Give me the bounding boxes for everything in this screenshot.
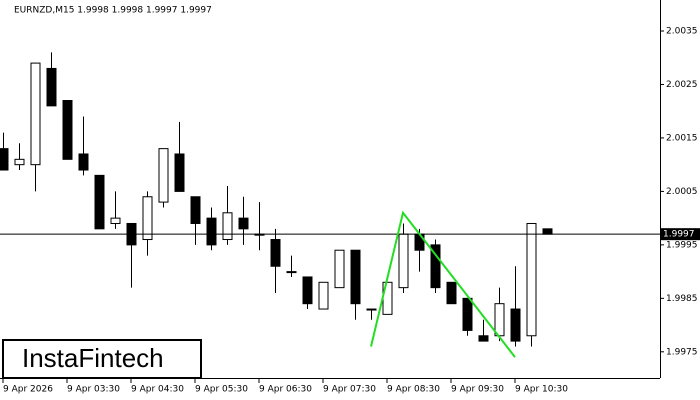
candle-body	[334, 249, 345, 289]
candle-body	[446, 281, 457, 305]
candle-body	[30, 62, 41, 166]
pattern-line	[370, 210, 516, 358]
candle-body	[366, 308, 377, 311]
candle-body	[430, 244, 441, 289]
chart-title: EURNZD,M15 1.9998 1.9998 1.9997 1.9997	[14, 6, 212, 16]
x-tick-label: 9 Apr 04:30	[131, 385, 184, 395]
candle-body	[286, 271, 297, 274]
candle-body	[318, 281, 329, 310]
y-tick-label: 1.9975	[666, 347, 698, 357]
candle-body	[0, 148, 9, 171]
x-tick-label: 9 Apr 10:30	[515, 385, 568, 395]
candle-body	[142, 196, 153, 241]
y-tick-label: 2.0015	[666, 133, 698, 143]
candle-body	[158, 148, 169, 203]
plot	[0, 52, 660, 358]
x-tick-label: 9 Apr 2026	[3, 385, 53, 395]
candle-body	[494, 303, 505, 337]
candle-body	[302, 276, 313, 305]
x-tick-label: 9 Apr 05:30	[195, 385, 248, 395]
y-tick-label: 1.9995	[666, 240, 698, 250]
candle-body	[14, 158, 25, 166]
candle-body	[78, 153, 89, 171]
candle-body	[174, 153, 185, 192]
candle-body	[526, 222, 537, 337]
logo-box	[2, 339, 202, 379]
candle-body	[110, 217, 121, 224]
price-label-box	[661, 228, 700, 241]
candle-body	[46, 67, 57, 107]
candle-body	[94, 174, 105, 230]
candle-body	[206, 217, 217, 246]
x-tick-label: 9 Apr 08:30	[387, 385, 440, 395]
y-tick-label: 2.0005	[666, 187, 698, 197]
candle-body	[62, 100, 73, 160]
candle-body	[270, 239, 281, 267]
x-tick-label: 9 Apr 09:30	[451, 385, 504, 395]
candle-body	[238, 217, 249, 230]
y-tick-label: 2.0035	[666, 27, 698, 37]
x-tick-label: 9 Apr 06:30	[259, 385, 312, 395]
y-tick-label: 2.0025	[666, 80, 698, 90]
candle-body	[350, 249, 361, 305]
candle-body	[478, 335, 489, 342]
candle-body	[398, 233, 409, 289]
candle-body	[190, 196, 201, 224]
candle-body	[510, 308, 521, 342]
x-tick-label: 9 Apr 07:30	[323, 385, 376, 395]
candle-body	[542, 228, 553, 235]
price-label: 1.9997	[663, 230, 695, 240]
x-tick-label: 9 Apr 03:30	[67, 385, 120, 395]
logo: InstaFintech	[22, 343, 164, 373]
candle-body	[222, 212, 233, 241]
y-tick-label: 1.9985	[666, 294, 698, 304]
candle-body	[462, 297, 473, 331]
